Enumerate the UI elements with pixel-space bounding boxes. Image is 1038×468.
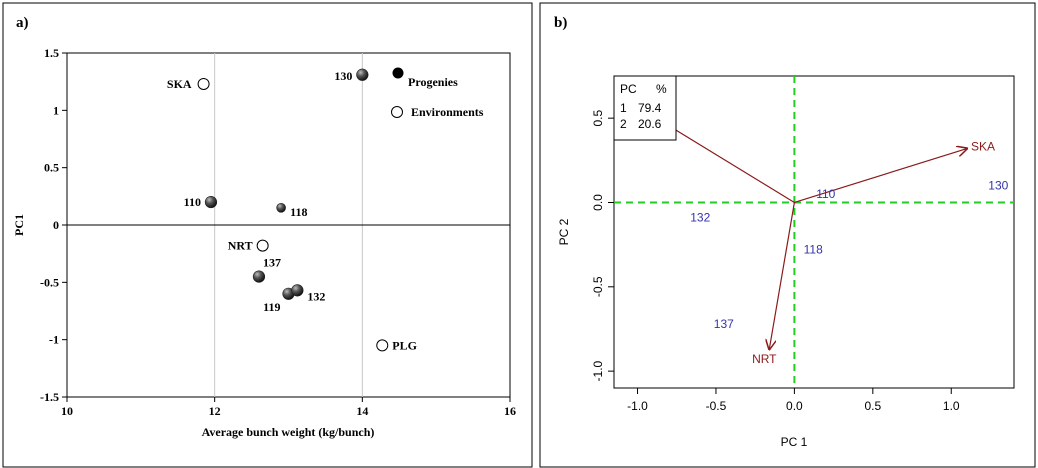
biplot-point-118: 118 xyxy=(804,243,823,257)
variance-table-row1-pc: 1 xyxy=(620,101,627,115)
variance-table-header-pc: PC xyxy=(620,82,637,96)
panel-a-ytick-label-1-5: -1.5 xyxy=(40,390,59,404)
legend-progenies-marker xyxy=(392,67,404,79)
progeny-point-137 xyxy=(252,270,266,283)
panel-a-ytick-label-1: -1 xyxy=(49,333,59,347)
progeny-point-110 xyxy=(204,195,218,209)
panel-a-border xyxy=(2,2,533,468)
environment-point-plg xyxy=(376,339,389,352)
panel-b-ytick-label-0-0: 0.0 xyxy=(591,194,605,211)
panel-a-x-axis-label: Average bunch weight (kg/bunch) xyxy=(202,425,375,439)
panel-b-xtick-label-0-5: 0.5 xyxy=(864,399,881,413)
legend-environments-marker xyxy=(391,106,403,118)
variance-table: PC % 1 79.4 2 20.6 xyxy=(613,75,677,141)
biplot-point-132: 132 xyxy=(690,211,710,225)
panel-a-y-axis-label: PC1 xyxy=(12,214,26,236)
panel-b-vectors: SKAPLGNRT xyxy=(633,96,995,366)
panel-b-label: b) xyxy=(554,15,567,31)
variance-table-row2-pc: 2 xyxy=(620,117,627,131)
panel-a-ticks: 10 12 14 16 -1.5 -1 -0.5 0 0.5 1 1.5 xyxy=(40,46,516,418)
panel-b-xtick-label-0-5: -0.5 xyxy=(706,399,727,413)
panel-a-ytick-label-0-5: 0.5 xyxy=(44,161,59,175)
panel-a-label: a) xyxy=(16,15,29,31)
panel-a-point-label-132: 132 xyxy=(307,289,325,303)
panel-a-xtick-label-16: 16 xyxy=(504,404,516,418)
panel-b: b) -1.0 -0.5 0.0 0.5 1.0 -1.0 -0.5 0.0 0.5 SKAPL… xyxy=(539,2,1036,468)
environment-point-nrt xyxy=(256,239,269,252)
panel-b-border xyxy=(539,2,1036,468)
panel-b-ytick-label-1-0: -1.0 xyxy=(591,360,605,381)
variance-table-row2-pct: 20.6 xyxy=(638,117,662,131)
panel-a-point-label-110: 110 xyxy=(184,195,201,209)
biplot-point-110: 110 xyxy=(816,187,835,201)
biplot-point-137: 137 xyxy=(714,317,734,331)
panel-a-gridlines xyxy=(67,53,510,397)
panel-a: a) 10 12 14 16-1.5-1-0.500.511.5 1301101181… xyxy=(2,2,533,468)
panel-b-xtick-label-0-0: 0.0 xyxy=(786,399,803,413)
vector-ska xyxy=(794,149,967,204)
panel-a-legend: Progenies Environments xyxy=(391,67,484,119)
panel-a-point-label-plg: PLG xyxy=(392,338,417,352)
progeny-point-132 xyxy=(291,284,304,297)
legend-progenies-label: Progenies xyxy=(408,75,458,89)
panel-a-ytick-label-1: 1 xyxy=(53,103,59,117)
panel-a-points: 130 110 118 137 119 132 SKA NRT PLG xyxy=(167,68,417,352)
panel-b-ticks: -1.0 -0.5 0.0 0.5 1.0 -1.0 -0.5 0.0 0.5 xyxy=(591,109,960,413)
panel-a-ytick-label-0: 0 xyxy=(53,218,59,232)
panel-a-ytick-label-0-5: -0.5 xyxy=(40,275,59,289)
biplot-point-130: 130 xyxy=(988,179,1008,193)
progeny-point-118 xyxy=(276,203,286,213)
legend-environments-label: Environments xyxy=(411,105,484,119)
variance-table-box xyxy=(613,75,677,141)
panel-a-point-label-118: 118 xyxy=(290,205,307,219)
panel-b-ytick-label-0-5: 0.5 xyxy=(591,109,605,126)
panel-b-ytick-label-0-5: -0.5 xyxy=(591,276,605,297)
vector-nrt xyxy=(769,202,795,349)
panel-a-xtick-label-14: 14 xyxy=(356,404,368,418)
variance-table-header-pct: % xyxy=(656,82,667,96)
panel-a-point-label-119: 119 xyxy=(263,300,280,314)
panel-a-point-label-ska: SKA xyxy=(167,77,192,91)
progeny-point-130 xyxy=(356,68,369,81)
panel-a-xtick-label-10: 10 xyxy=(61,404,73,418)
vector-label-ska: SKA xyxy=(971,140,995,154)
panel-a-ytick-label-1-5: 1.5 xyxy=(44,46,59,60)
environment-point-ska xyxy=(197,77,210,90)
panel-a-point-label-130: 130 xyxy=(334,69,352,83)
vector-label-nrt: NRT xyxy=(752,352,777,366)
panel-a-xtick-label-12: 12 xyxy=(209,404,221,418)
panel-b-xtick-label-1-0: -1.0 xyxy=(627,399,648,413)
panel-a-point-label-137: 137 xyxy=(263,256,281,270)
panel-b-xtick-label-1-0: 1.0 xyxy=(943,399,960,413)
panel-b-reference-lines xyxy=(614,76,1014,388)
panel-b-y-axis-label: PC 2 xyxy=(557,218,571,245)
variance-table-row1-pct: 79.4 xyxy=(638,101,662,115)
panel-b-plot-frame xyxy=(613,75,1015,389)
panel-a-point-label-nrt: NRT xyxy=(228,239,253,253)
panel-b-x-axis-label: PC 1 xyxy=(781,435,808,449)
